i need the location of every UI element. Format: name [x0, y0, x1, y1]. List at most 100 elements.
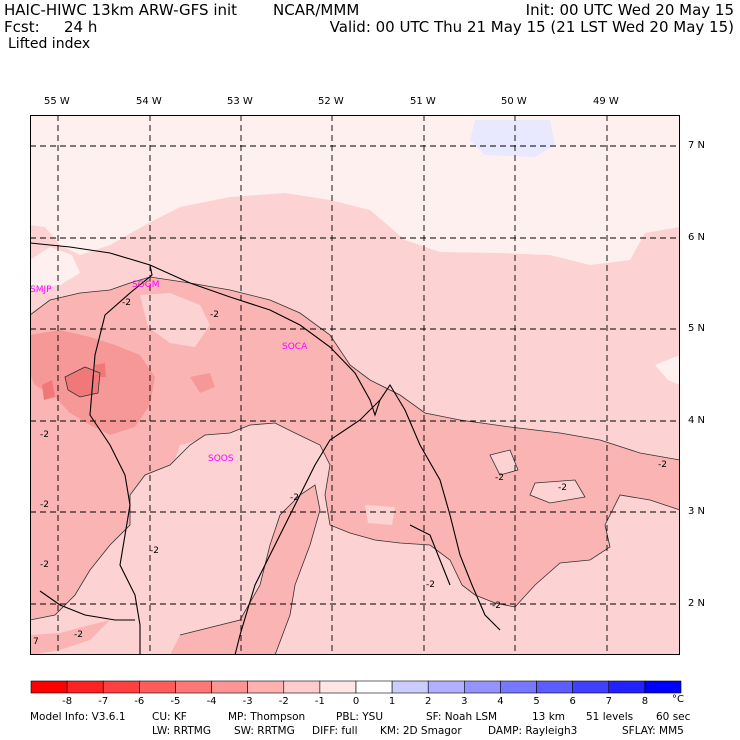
- contour-label: -2: [40, 500, 49, 510]
- colorbar-cell: [644, 680, 682, 694]
- colorbar-tick-label: -1: [315, 696, 325, 706]
- contour-label: -2: [426, 580, 435, 590]
- colorbar-tick-label: 8: [642, 696, 648, 706]
- colorbar-cell: [247, 680, 285, 694]
- lat-label: 3 N: [688, 506, 706, 517]
- footer-sf: SF: Noah LSM: [426, 711, 498, 723]
- contour-label: -2: [495, 473, 504, 483]
- colorbar-cell: [500, 680, 537, 694]
- org-label: NCAR/MMM: [273, 1, 360, 19]
- colorbar-tick-label: -3: [243, 696, 253, 706]
- colorbar-cell: [319, 680, 357, 694]
- fill-minus1-region: [140, 293, 210, 347]
- footer-cu: CU: KF: [152, 711, 187, 723]
- colorbar-tick-label: -5: [170, 696, 180, 706]
- footer-pbl: PBL: YSU: [336, 711, 384, 723]
- fill-minus1-region: [365, 505, 395, 525]
- colorbar-tick-label: -6: [134, 696, 144, 706]
- colorbar-cell: [30, 680, 68, 694]
- fcst-value: 24 h: [64, 18, 98, 36]
- fill-minus3-region: [190, 373, 215, 393]
- footer-res: 13 km: [532, 711, 566, 723]
- lat-label: 7 N: [688, 140, 706, 151]
- footer-damp: DAMP: Rayleigh3: [488, 725, 578, 737]
- fill-minus4-region: [65, 367, 100, 397]
- colorbar-cell: [283, 680, 321, 694]
- footer-timestep: 60 sec: [656, 711, 691, 723]
- colorbar-cell: [608, 680, 646, 694]
- lon-label: 55 W: [44, 96, 70, 107]
- station-label: SMJP: [30, 285, 52, 295]
- colorbar-tick-label: 6: [569, 696, 575, 706]
- contour-label: -2: [74, 630, 83, 640]
- colorbar-tick-label: 1: [389, 696, 395, 706]
- colorbar-cell: [139, 680, 176, 694]
- colorbar-tick-label: -7: [98, 696, 108, 706]
- colorbar-cell: [391, 680, 429, 694]
- fill-minus2-region: [30, 277, 680, 620]
- contour-label: -2: [150, 546, 159, 556]
- init-time: Init: 00 UTC Wed 20 May 15: [525, 1, 734, 19]
- fill-zero-region: [30, 247, 80, 290]
- contour-label: -2: [40, 430, 49, 440]
- colorbar-tick-label: 7: [606, 696, 612, 706]
- lon-label: 54 W: [136, 96, 162, 107]
- field-name: Lifted index: [8, 36, 91, 52]
- footer-diff: DIFF: full: [312, 725, 358, 737]
- colorbar-unit: °C: [672, 694, 684, 705]
- fill-minus2-region: [170, 485, 320, 655]
- corner-mark: 7: [33, 637, 39, 647]
- fill-minus1-region: [175, 440, 205, 470]
- colorbar-tick-label: -2: [279, 696, 289, 706]
- lon-label: 53 W: [227, 96, 253, 107]
- fill-minus2-region: [30, 620, 110, 655]
- contour-label: -2: [290, 493, 299, 503]
- lat-label: 2 N: [688, 598, 706, 609]
- lat-label: 4 N: [688, 415, 706, 426]
- footer-sw: SW: RRTMG: [234, 725, 295, 737]
- fill-minus1-region: [530, 480, 585, 503]
- contour-label: -2: [122, 298, 131, 308]
- footer-mp: MP: Thompson: [228, 711, 306, 723]
- contour-label: -2: [558, 483, 567, 493]
- fill-minus4-region: [42, 380, 55, 400]
- colorbar-cell: [464, 680, 501, 694]
- colorbar-tick-label: 3: [461, 696, 467, 706]
- footer-levels: 51 levels: [586, 711, 634, 723]
- colorbar-cell: [175, 680, 212, 694]
- lifted-index-map: SMJP SOGM SOCA SOOS -2 -2 -2 -2 -2 -2 -2…: [30, 115, 680, 655]
- contour-label: -2: [40, 560, 49, 570]
- footer-km: KM: 2D Smagor: [380, 725, 462, 737]
- footer-sflay: SFLAY: MM5: [622, 725, 684, 737]
- fill-plus1-region: [470, 120, 555, 157]
- fcst-label: Fcst:: [4, 18, 40, 36]
- colorbar-tick-label: 2: [425, 696, 431, 706]
- footer-lw: LW: RRTMG: [152, 725, 211, 737]
- graticule: [30, 115, 680, 655]
- colorbar-cell: [66, 680, 104, 694]
- lon-label: 49 W: [593, 96, 619, 107]
- colorbar-tick-label: 4: [497, 696, 503, 706]
- colorbar-tick-label: -8: [62, 696, 72, 706]
- colorbar-tick-label: 5: [533, 696, 539, 706]
- colorbar-cell: [427, 680, 465, 694]
- fill-zero-region: [655, 355, 680, 385]
- colorbar-tick-label: 0: [353, 696, 359, 706]
- map-frame: [30, 115, 680, 655]
- lat-label: 6 N: [688, 232, 706, 243]
- lat-label: 5 N: [688, 323, 706, 334]
- contour-label: -2: [492, 601, 501, 611]
- lon-label: 50 W: [501, 96, 527, 107]
- colorbar-cell: [102, 680, 140, 694]
- lon-label: 51 W: [410, 96, 436, 107]
- fill-minus4-region: [95, 363, 106, 377]
- colorbar-cell: [536, 680, 573, 694]
- station-label: SOCA: [282, 342, 308, 352]
- colorbar-tick-label: -4: [207, 696, 217, 706]
- colorbar-cell: [572, 680, 610, 694]
- colorbar-cell: [211, 680, 248, 694]
- valid-time: Valid: 00 UTC Thu 21 May 15 (21 LST Wed …: [329, 18, 734, 36]
- colorbar-cell: [355, 680, 393, 694]
- station-label: SOGM: [132, 280, 160, 290]
- contour-label: -2: [658, 460, 667, 470]
